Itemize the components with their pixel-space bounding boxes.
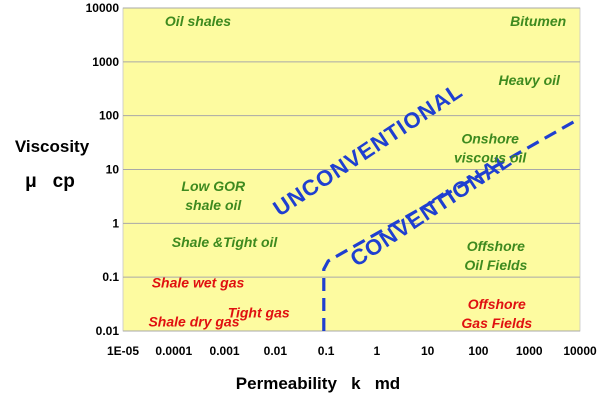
annotation-tight-gas: Tight gas (228, 305, 290, 321)
annotation-onshore-viscous-oil: Onshore (461, 131, 519, 147)
annotation-shale-tight-oil: Shale &Tight oil (172, 234, 279, 250)
annotation-onshore-viscous-oil: viscous oil (454, 150, 527, 166)
x-tick-label: 0.01 (264, 344, 288, 358)
y-axis-label-unit: μ cp (25, 171, 75, 192)
annotation-offshore-oil-fields: Offshore (467, 238, 525, 254)
y-tick-label: 0.01 (96, 324, 120, 338)
annotations: Oil shales Bitumen Heavy oil Onshore viscous… (148, 13, 566, 331)
annotation-offshore-gas-fields: Gas Fields (461, 315, 532, 331)
annotation-low-gor-shale-oil: shale oil (185, 197, 242, 213)
x-tick-label: 1000 (516, 344, 543, 358)
x-tick-label: 0.0001 (155, 344, 192, 358)
annotation-oil-shales: Oil shales (165, 13, 231, 29)
y-axis-label-title: Viscosity (15, 137, 90, 156)
x-tick-label: 100 (468, 344, 488, 358)
annotation-low-gor-shale-oil: Low GOR (181, 178, 246, 194)
y-tick-label: 10 (106, 163, 120, 177)
annotation-offshore-oil-fields: Oil Fields (464, 257, 527, 273)
y-tick-label: 10000 (86, 1, 120, 15)
x-tick-label: 10 (421, 344, 435, 358)
annotation-offshore-gas-fields: Offshore (468, 296, 526, 312)
x-tick-label: 10000 (563, 344, 597, 358)
annotation-shale-dry-gas: Shale dry gas (148, 314, 239, 330)
x-tick-label: 0.1 (318, 344, 335, 358)
y-tick-label: 1000 (92, 55, 119, 69)
y-tick-label: 100 (99, 109, 119, 123)
y-tick-label: 1 (112, 216, 119, 230)
annotation-shale-wet-gas: Shale wet gas (152, 274, 245, 290)
annotation-bitumen: Bitumen (510, 13, 566, 29)
x-tick-label: 0.001 (210, 344, 240, 358)
conventional-boundary-line (322, 118, 578, 331)
gridlines (123, 7, 580, 332)
y-tick-labels: 0.01 0.1 1 10 100 1000 10000 (86, 1, 120, 338)
annotation-heavy-oil: Heavy oil (498, 72, 561, 88)
x-tick-label: 1 (374, 344, 381, 358)
x-tick-labels: 1E-05 0.0001 0.001 0.01 0.1 1 10 100 1000 10000 (107, 344, 597, 358)
x-tick-label: 1E-05 (107, 344, 139, 358)
y-tick-label: 0.1 (102, 270, 119, 284)
x-axis-label: Permeability k md (236, 374, 400, 393)
